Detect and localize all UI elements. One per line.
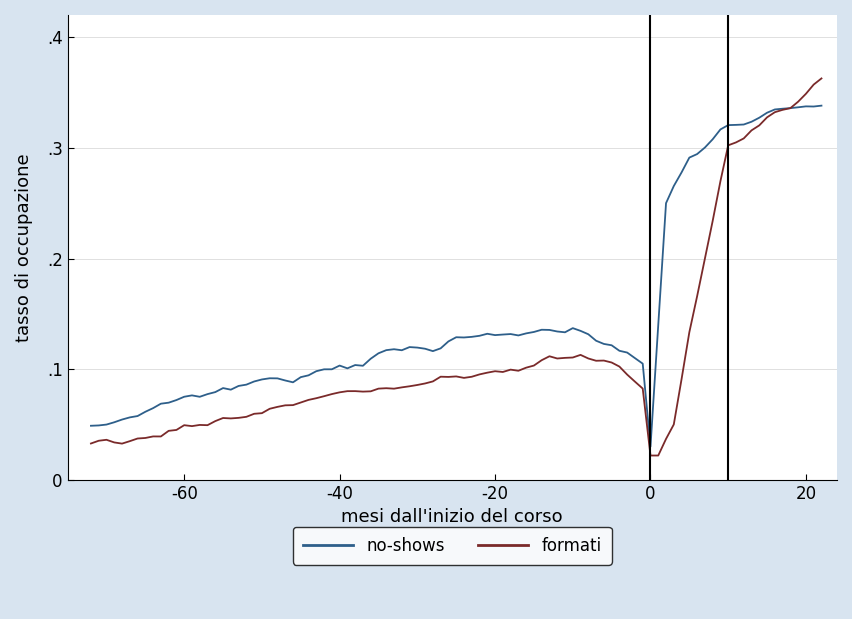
no-shows: [584, 331, 594, 338]
formati: [218, 414, 228, 422]
formati: [630, 378, 640, 386]
no-shows: [630, 355, 640, 362]
Legend: no-shows, formati: no-shows, formati: [293, 527, 612, 565]
no-shows: [622, 349, 632, 357]
Line: no-shows: no-shows: [91, 106, 821, 447]
Y-axis label: tasso di occupazione: tasso di occupazione: [15, 153, 33, 342]
X-axis label: mesi dall'inizio del corso: mesi dall'inizio del corso: [342, 508, 563, 526]
no-shows: [86, 422, 96, 430]
no-shows: [645, 443, 655, 451]
no-shows: [816, 102, 826, 110]
no-shows: [599, 340, 609, 348]
formati: [622, 371, 632, 378]
formati: [599, 357, 609, 364]
no-shows: [117, 416, 127, 423]
formati: [584, 355, 594, 362]
formati: [86, 439, 96, 447]
Line: formati: formati: [91, 79, 821, 456]
formati: [117, 440, 127, 448]
formati: [645, 452, 655, 459]
no-shows: [218, 384, 228, 392]
formati: [816, 75, 826, 82]
